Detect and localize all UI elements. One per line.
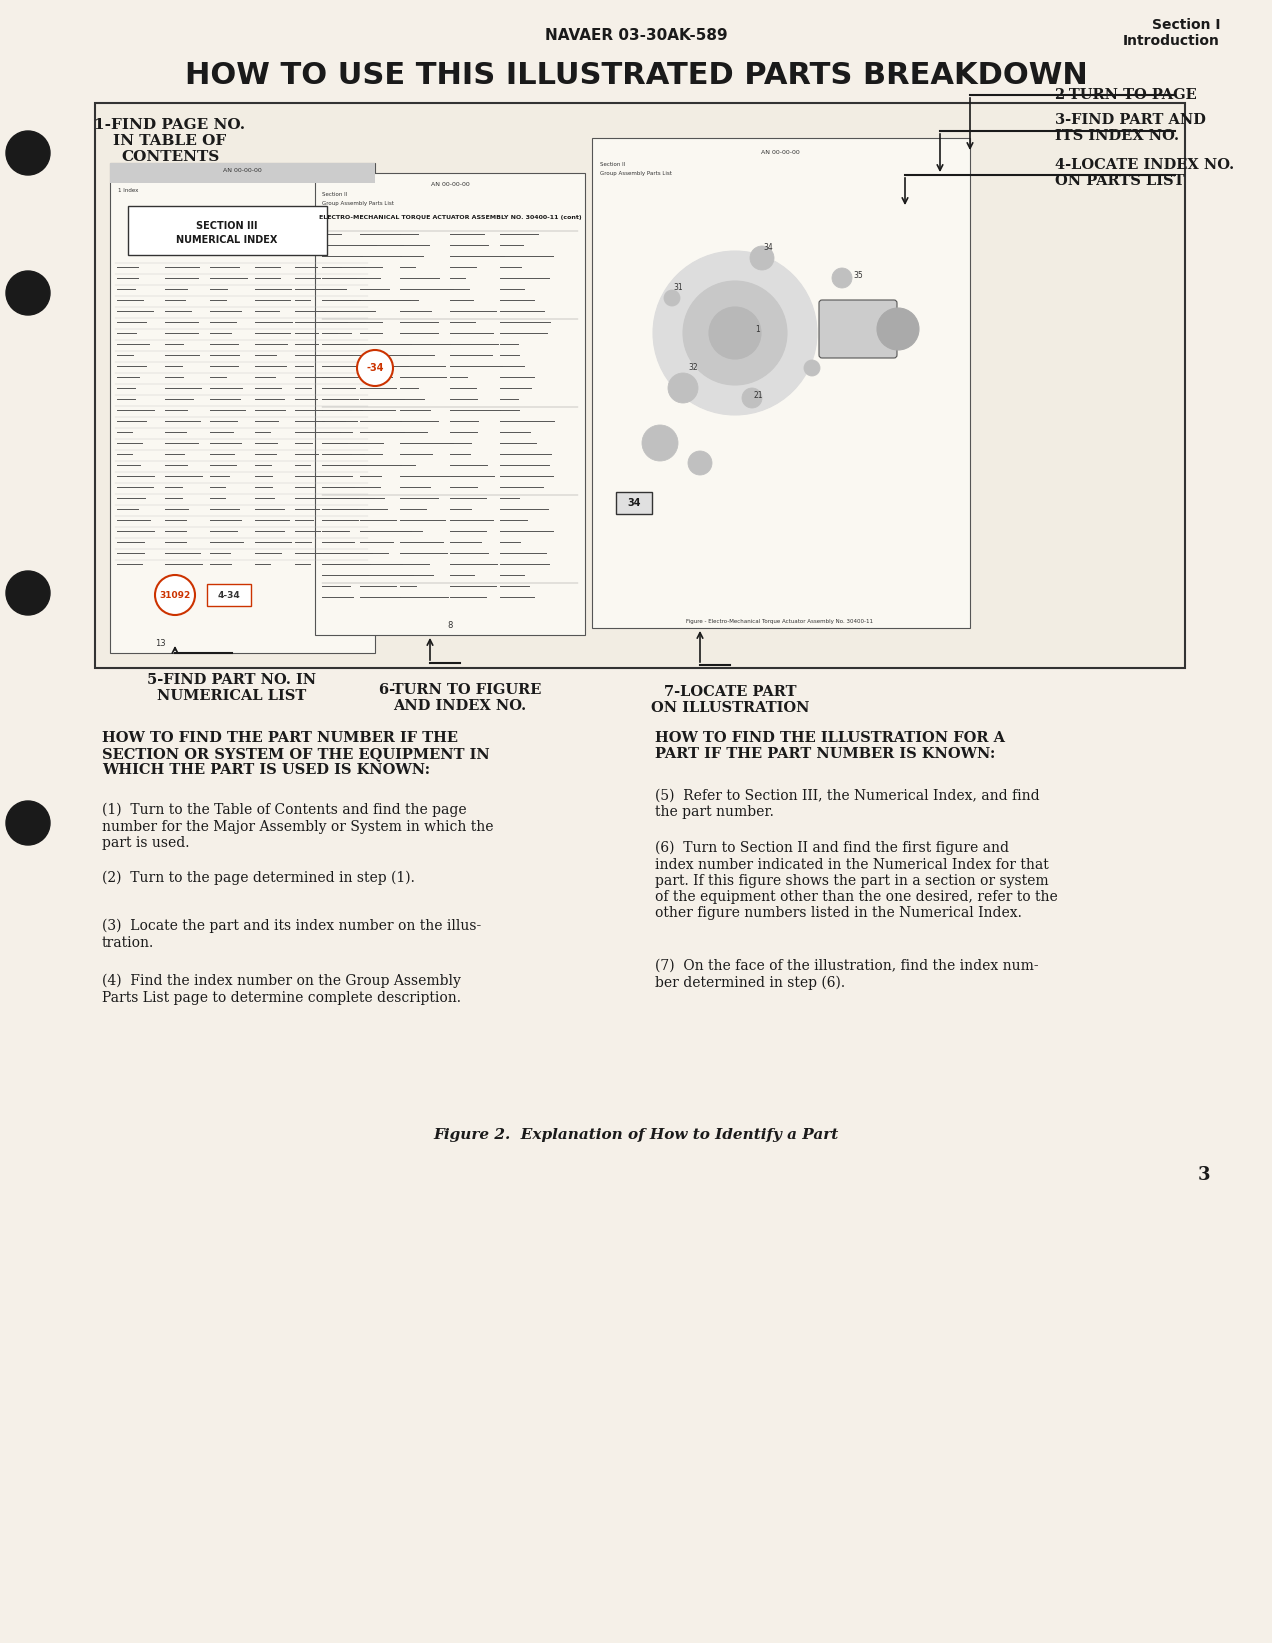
FancyBboxPatch shape [109,163,375,182]
Text: AN 00-00-00: AN 00-00-00 [223,168,261,173]
Text: (7)  On the face of the illustration, find the index num-
ber determined in step: (7) On the face of the illustration, fin… [655,960,1039,989]
Text: 31092: 31092 [159,590,191,600]
Circle shape [6,131,50,176]
Circle shape [804,360,820,376]
Text: 34: 34 [763,243,773,253]
Text: 7-LOCATE PART
ON ILLUSTRATION: 7-LOCATE PART ON ILLUSTRATION [651,685,809,715]
Text: HOW TO USE THIS ILLUSTRATED PARTS BREAKDOWN: HOW TO USE THIS ILLUSTRATED PARTS BREAKD… [184,61,1088,89]
Text: 1: 1 [756,325,761,335]
Text: (1)  Turn to the Table of Contents and find the page
number for the Major Assemb: (1) Turn to the Table of Contents and fi… [102,803,494,849]
FancyBboxPatch shape [95,104,1186,669]
Text: (4)  Find the index number on the Group Assembly
Parts List page to determine co: (4) Find the index number on the Group A… [102,974,460,1004]
Text: 4-34: 4-34 [218,590,240,600]
FancyBboxPatch shape [109,163,375,652]
Text: 1-FIND PAGE NO.
IN TABLE OF
CONTENTS: 1-FIND PAGE NO. IN TABLE OF CONTENTS [94,118,245,164]
Text: 21: 21 [753,391,763,399]
Text: (5)  Refer to Section III, the Numerical Index, and find
the part number.: (5) Refer to Section III, the Numerical … [655,789,1039,820]
Circle shape [742,388,762,407]
Text: 1 Index: 1 Index [118,189,139,194]
Text: NUMERICAL INDEX: NUMERICAL INDEX [177,235,277,245]
Circle shape [664,291,681,306]
Text: Section II: Section II [322,192,347,197]
Circle shape [642,426,678,462]
Text: Figure - Electro-Mechanical Torque Actuator Assembly No. 30400-11: Figure - Electro-Mechanical Torque Actua… [687,618,874,623]
Text: 34: 34 [627,498,641,508]
FancyBboxPatch shape [128,205,327,255]
Text: Introduction: Introduction [1123,35,1220,48]
Circle shape [357,350,393,386]
Circle shape [6,572,50,614]
Text: AN 00-00-00: AN 00-00-00 [431,182,469,187]
Text: ELECTRO-MECHANICAL TORQUE ACTUATOR ASSEMBLY NO. 30400-11 (cont): ELECTRO-MECHANICAL TORQUE ACTUATOR ASSEM… [319,215,581,220]
FancyBboxPatch shape [819,301,897,358]
Circle shape [750,246,773,269]
Circle shape [653,251,817,416]
Text: Figure 2.  Explanation of How to Identify a Part: Figure 2. Explanation of How to Identify… [434,1129,838,1142]
Text: 5-FIND PART NO. IN
NUMERICAL LIST: 5-FIND PART NO. IN NUMERICAL LIST [148,674,317,703]
Circle shape [683,281,787,384]
Text: HOW TO FIND THE PART NUMBER IF THE
SECTION OR SYSTEM OF THE EQUIPMENT IN
WHICH T: HOW TO FIND THE PART NUMBER IF THE SECTI… [102,731,490,777]
FancyBboxPatch shape [616,491,653,514]
Text: AN 00-00-00: AN 00-00-00 [761,151,799,156]
Text: (2)  Turn to the page determined in step (1).: (2) Turn to the page determined in step … [102,871,415,886]
Circle shape [155,575,195,614]
Circle shape [688,450,712,475]
Text: SECTION III: SECTION III [196,222,258,232]
Text: 6-TURN TO FIGURE
AND INDEX NO.: 6-TURN TO FIGURE AND INDEX NO. [379,683,541,713]
Text: Section I: Section I [1151,18,1220,31]
Text: 3-FIND PART AND
ITS INDEX NO.: 3-FIND PART AND ITS INDEX NO. [1054,113,1206,143]
Circle shape [709,307,761,360]
Text: 31: 31 [673,284,683,292]
Circle shape [6,271,50,315]
FancyBboxPatch shape [315,173,585,634]
Text: NAVAER 03-30AK-589: NAVAER 03-30AK-589 [544,28,728,43]
Text: 8: 8 [448,621,453,629]
Text: (6)  Turn to Section II and find the first figure and
index number indicated in : (6) Turn to Section II and find the firs… [655,841,1058,920]
FancyBboxPatch shape [207,583,251,606]
FancyBboxPatch shape [591,138,971,628]
Text: Group Assembly Parts List: Group Assembly Parts List [322,200,394,205]
Circle shape [876,307,918,350]
Circle shape [6,802,50,845]
Text: HOW TO FIND THE ILLUSTRATION FOR A
PART IF THE PART NUMBER IS KNOWN:: HOW TO FIND THE ILLUSTRATION FOR A PART … [655,731,1005,761]
Text: 13: 13 [155,639,165,647]
Text: 2-TURN TO PAGE: 2-TURN TO PAGE [1054,89,1197,102]
Text: (3)  Locate the part and its index number on the illus-
tration.: (3) Locate the part and its index number… [102,918,481,950]
Text: 32: 32 [688,363,698,373]
Text: -34: -34 [366,363,384,373]
Text: 3: 3 [1197,1167,1210,1185]
Circle shape [668,373,698,403]
Text: 4-LOCATE INDEX NO.
ON PARTS LIST: 4-LOCATE INDEX NO. ON PARTS LIST [1054,158,1234,187]
Text: 35: 35 [854,271,862,279]
Text: Group Assembly Parts List: Group Assembly Parts List [600,171,672,176]
Text: Section II: Section II [600,163,626,168]
Circle shape [832,268,852,288]
